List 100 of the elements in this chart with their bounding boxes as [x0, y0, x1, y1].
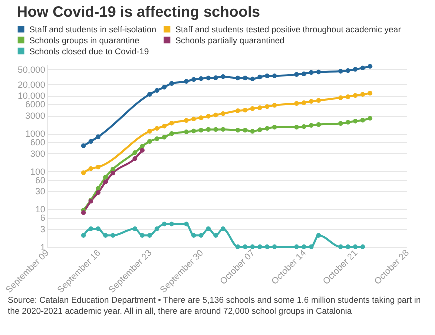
point	[220, 74, 226, 80]
point	[353, 119, 358, 124]
point	[294, 72, 300, 78]
y-tick-label: 60	[35, 175, 46, 186]
point	[236, 76, 240, 81]
point	[353, 67, 358, 72]
point	[132, 226, 138, 232]
legend-label: Schools partially quarantined	[176, 35, 285, 46]
point	[368, 91, 373, 96]
point	[316, 70, 322, 75]
point	[192, 77, 196, 82]
y-tick-label: 3	[40, 224, 46, 234]
point	[272, 103, 278, 108]
point	[214, 233, 218, 238]
point	[198, 233, 204, 238]
point	[170, 121, 174, 126]
point	[184, 130, 189, 134]
point	[258, 74, 262, 80]
point	[360, 244, 366, 250]
point	[316, 122, 322, 128]
point	[243, 108, 248, 113]
point	[236, 128, 240, 133]
point	[294, 244, 300, 250]
point	[154, 136, 160, 142]
point	[96, 186, 101, 191]
point	[184, 118, 189, 124]
point	[96, 226, 101, 232]
point	[154, 226, 160, 232]
point	[154, 88, 160, 94]
point	[214, 127, 218, 132]
point	[96, 190, 101, 196]
point	[184, 79, 189, 84]
point	[302, 100, 306, 106]
point	[88, 139, 94, 144]
point	[162, 222, 167, 227]
point	[258, 106, 262, 110]
point	[81, 233, 86, 238]
point	[103, 175, 108, 180]
point	[81, 210, 86, 216]
legend-label: Schools groups in quarantine	[30, 35, 140, 46]
point	[353, 244, 358, 250]
y-tick-label: 50,000	[18, 64, 46, 75]
point	[250, 244, 256, 250]
point	[96, 134, 101, 140]
point	[250, 129, 256, 134]
point	[140, 233, 145, 238]
point	[132, 156, 138, 162]
point	[272, 125, 278, 130]
y-tick-label: 6000	[25, 100, 46, 110]
point	[265, 244, 270, 250]
y-tick-label: 10	[35, 204, 46, 215]
point	[88, 226, 94, 232]
point	[360, 66, 366, 71]
point	[206, 76, 211, 81]
chart-title: How Covid-19 is affecting schools	[17, 4, 260, 22]
point	[338, 69, 344, 74]
point	[220, 112, 226, 116]
point	[236, 108, 240, 114]
point	[360, 118, 366, 123]
point	[103, 233, 108, 238]
y-tick-label: 30	[35, 186, 46, 197]
point	[148, 92, 152, 97]
point	[243, 128, 248, 133]
point	[294, 125, 300, 130]
point	[81, 144, 86, 148]
point	[309, 70, 314, 76]
point	[236, 244, 240, 250]
point	[250, 106, 256, 112]
point	[192, 116, 196, 122]
point	[338, 244, 344, 250]
point	[192, 233, 196, 238]
legend-label: Schools closed due to Covid-19	[30, 46, 150, 56]
point	[162, 135, 167, 140]
point	[316, 98, 322, 104]
legend-label: Staff and students tested positive throughout academic year	[176, 24, 402, 34]
point	[265, 126, 270, 131]
point	[162, 85, 167, 90]
point	[110, 170, 116, 176]
y-tick-label: 1000	[25, 129, 46, 140]
point	[243, 244, 248, 250]
point	[170, 132, 174, 136]
point	[162, 124, 167, 129]
y-tick-label: 600	[30, 137, 46, 148]
legend-label: Staff and students in self-isolation	[30, 24, 157, 34]
point	[110, 233, 116, 238]
point	[346, 244, 351, 250]
point	[214, 76, 218, 80]
point	[103, 180, 108, 184]
point	[272, 244, 278, 250]
point	[220, 226, 226, 232]
point	[309, 99, 314, 104]
point	[243, 76, 248, 81]
point	[184, 222, 189, 227]
point	[368, 64, 373, 69]
y-tick-label: 20,000	[18, 80, 46, 90]
point	[214, 112, 218, 118]
point	[198, 128, 204, 133]
point	[302, 244, 306, 250]
point	[346, 94, 351, 100]
point	[198, 76, 204, 82]
